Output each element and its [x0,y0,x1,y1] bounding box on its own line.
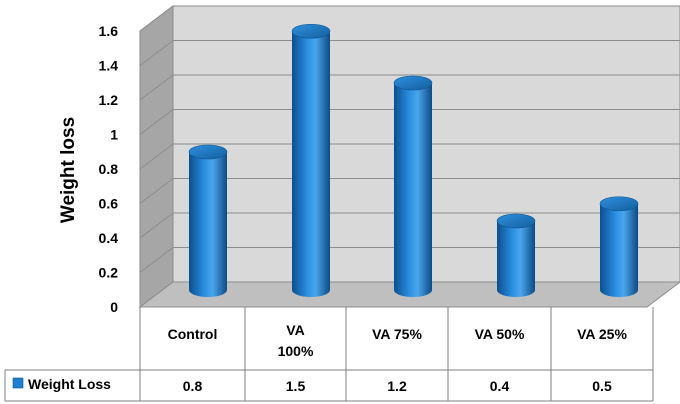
bar-cap [291,23,331,39]
y-tick-label: 0.8 [99,161,119,177]
bar-cap [188,144,228,160]
gridline-side [139,40,174,66]
y-tick-label: 1.2 [99,92,119,108]
bar-body [292,31,330,297]
x-tick-label: Control [168,326,218,342]
x-tick-label: VA 25% [577,326,627,342]
data-label: 1.2 [387,378,407,394]
gridline-side [139,178,174,204]
data-label: 0.4 [490,378,510,394]
bar-cap [393,75,433,91]
gridline-side [139,74,174,101]
gridline-side [139,247,174,273]
data-label: 0.5 [592,378,612,394]
bar-cap [496,213,536,229]
bar-body [497,221,535,297]
x-tick-label: VA 75% [372,326,422,342]
bar-body [189,152,227,297]
gridline-side [139,109,174,135]
bar-va-25- [599,196,639,297]
gridline-side [139,212,174,239]
gridline-side [139,5,174,32]
y-tick-label: 1.6 [99,23,119,39]
legend-label: Weight Loss [28,376,111,392]
y-tick-label: 0 [110,299,118,315]
y-tick-label: 0.4 [99,230,119,246]
bar-body [394,83,432,297]
bar-va-100- [291,23,331,297]
bar-cap [599,196,639,212]
data-table-text: Control VA 100% VA 75% VA 50% VA 25% Weight Lo… [12,322,627,394]
bar-control [188,144,228,297]
y-tick-label: 1 [110,127,118,143]
bars [188,23,639,297]
data-label: 0.8 [183,378,203,394]
y-tick-label: 0.2 [99,265,119,281]
bar-body [600,203,638,297]
data-table [4,307,654,402]
x-tick-label: VA 50% [475,326,525,342]
y-tick-label: 0.6 [99,196,119,212]
y-axis-label: Weight loss [58,117,79,223]
bar-va-75- [393,75,433,297]
data-label: 1.5 [286,378,306,394]
y-tick-labels: 0 0.2 0.4 0.6 0.8 1 1.2 1.4 1.6 [99,23,119,315]
gridline-side [139,143,174,170]
y-tick-label: 1.4 [99,58,119,74]
legend-swatch [12,377,24,389]
bar-va-50- [496,213,536,297]
x-tick-label: VA 100% [278,322,314,359]
